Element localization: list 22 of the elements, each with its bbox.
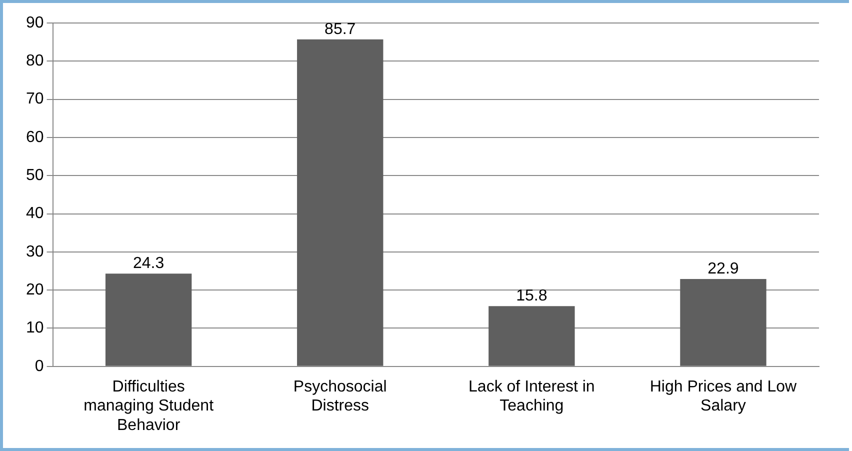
y-tick-label: 20 [26,281,44,298]
y-tick-label: 40 [26,205,44,222]
y-tick-label: 10 [26,320,44,337]
y-tick-label: 60 [26,128,44,146]
bar [297,39,384,366]
y-tick-label: 90 [26,14,44,32]
data-label: 15.8 [516,288,548,305]
y-tick-label: 70 [26,90,44,108]
data-label: 85.7 [324,20,356,38]
data-label: 22.9 [708,260,739,278]
x-tick-label: Difficulties managing Student Behavior [84,378,214,434]
data-label: 24.3 [133,255,164,272]
bar [105,274,192,366]
bar [680,279,766,366]
y-tick-label: 30 [26,243,44,260]
x-tick-label: Psychosocial Distress [293,378,387,415]
bar [488,306,575,366]
y-tick-label: 80 [26,52,44,70]
y-tick-label: 50 [26,167,44,184]
x-tick-label: High Prices and Low Salary [650,378,798,415]
y-tick-label: 0 [34,358,44,375]
x-tick-label: Lack of Interest in Teaching [468,378,595,415]
